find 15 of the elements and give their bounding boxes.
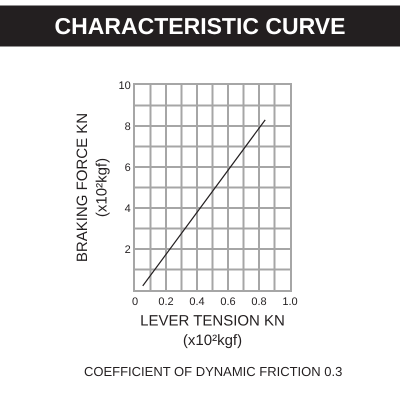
y-tick-label: 2 — [124, 244, 131, 256]
chart-title: CHARACTERISTIC CURVE — [54, 13, 346, 39]
y-tick-label: 4 — [124, 202, 131, 215]
x-axis-title: LEVER TENSION KN (x10²kgf) — [140, 312, 285, 350]
y-tick-label: 10 — [118, 80, 131, 92]
x-tick-label: 0.4 — [189, 296, 205, 308]
x-tick-label: 0.8 — [251, 296, 267, 308]
x-tick-label: 1.0 — [282, 296, 298, 308]
x-tick-label: 0 — [132, 296, 138, 308]
y-tick-label: 8 — [124, 120, 131, 133]
x-tick-label: 0.2 — [158, 296, 174, 308]
x-tick-label: 0.6 — [220, 296, 236, 308]
y-tick-label: 6 — [124, 162, 131, 174]
text: COEFFICIENT OF DYNAMIC FRICTION 0.3 — [84, 364, 342, 379]
y-axis-title: BRAKING FORCE KN (x10²kgf) — [74, 112, 110, 262]
